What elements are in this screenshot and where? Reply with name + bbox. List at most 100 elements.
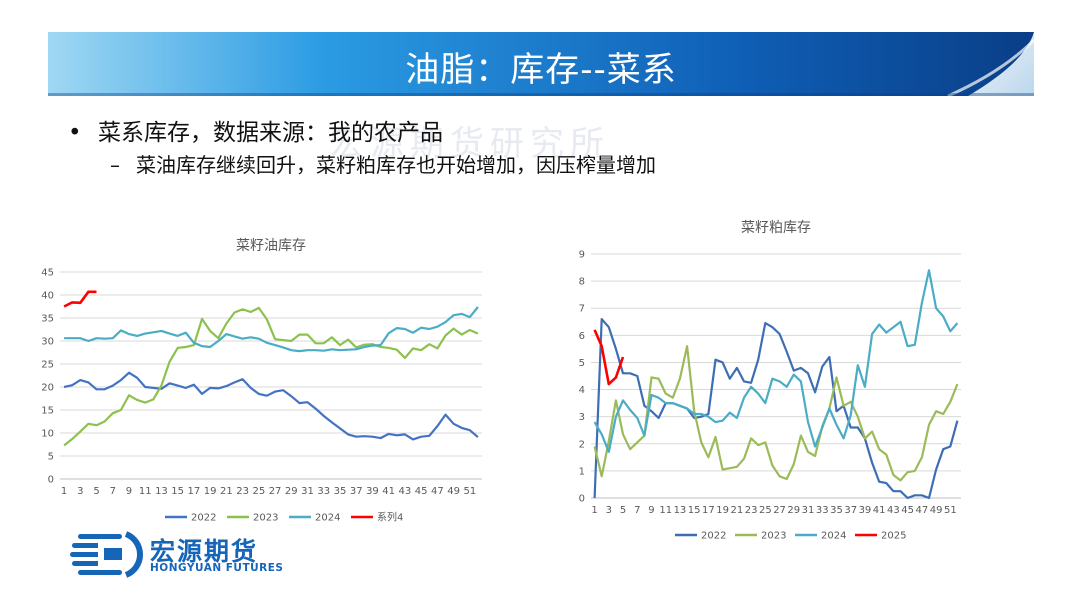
legend-label: 2024 [821, 531, 846, 542]
banner-background [48, 32, 1034, 96]
x-tick-label: 37 [844, 505, 857, 516]
legend-label: 2023 [761, 531, 786, 542]
y-tick-label: 9 [579, 250, 585, 261]
series-line-2023 [63, 306, 479, 447]
series-line-2024 [593, 269, 959, 453]
x-tick-label: 29 [285, 486, 298, 497]
x-tick-label: 17 [702, 505, 715, 516]
y-tick-label: 4 [579, 385, 585, 396]
legend-label: 2025 [881, 531, 906, 542]
y-tick-label: 1 [579, 466, 585, 477]
x-tick-label: 7 [110, 486, 116, 497]
bullet-level2: – 菜油库存继续回升，菜籽粕库存也开始增加，因压榨量增加 [110, 149, 656, 178]
x-tick-label: 35 [334, 486, 347, 497]
title-banner: 油脂：库存--菜系 [48, 32, 1034, 96]
legend-label: 2023 [253, 513, 278, 524]
x-tick-label: 51 [944, 505, 957, 516]
legend-label: 2022 [191, 513, 216, 524]
x-tick-label: 47 [915, 505, 928, 516]
x-tick-label: 51 [463, 486, 476, 497]
y-tick-label: 0 [579, 494, 585, 505]
y-tick-label: 35 [41, 314, 54, 325]
bullet-text: 菜系库存，数据来源：我的农产品 [98, 120, 443, 146]
y-tick-label: 25 [41, 360, 54, 371]
x-tick-label: 37 [350, 486, 363, 497]
y-tick-label: 5 [579, 358, 585, 369]
y-tick-label: 10 [41, 429, 54, 440]
x-tick-label: 3 [77, 486, 83, 497]
company-logo: 宏源期货 HONGYUAN FUTURES [68, 530, 328, 578]
x-tick-label: 27 [269, 486, 282, 497]
x-tick-label: 11 [139, 486, 152, 497]
x-tick-label: 15 [688, 505, 701, 516]
legend-label: 2024 [315, 513, 340, 524]
x-tick-label: 17 [188, 486, 201, 497]
chart-title: 菜籽油库存 [236, 238, 306, 254]
y-tick-label: 15 [41, 406, 54, 417]
x-tick-label: 29 [787, 505, 800, 516]
series-line-2022 [593, 317, 959, 500]
logo-english-name: HONGYUAN FUTURES [150, 562, 284, 574]
y-tick-label: 20 [41, 383, 54, 394]
page-title: 油脂：库存--菜系 [405, 50, 677, 90]
y-tick-label: 7 [579, 304, 585, 315]
series-line-2023 [593, 345, 959, 482]
x-tick-label: 19 [716, 505, 729, 516]
series-line-系列4 [63, 290, 97, 308]
x-tick-label: 49 [447, 486, 460, 497]
watermark: 宏源期货研究所 [330, 124, 610, 164]
sub-bullet-text: 菜油库存继续回升，菜籽粕库存也开始增加，因压榨量增加 [136, 153, 656, 177]
x-tick-label: 39 [366, 486, 379, 497]
x-tick-label: 19 [204, 486, 217, 497]
x-tick-label: 13 [155, 486, 168, 497]
x-tick-label: 45 [415, 486, 428, 497]
x-tick-label: 23 [745, 505, 758, 516]
y-tick-label: 0 [48, 475, 54, 486]
x-tick-label: 13 [674, 505, 687, 516]
bullet-level1: • 菜系库存，数据来源：我的农产品 [68, 113, 443, 147]
logo-chinese-name: 宏源期货 [150, 537, 259, 566]
x-tick-label: 1 [61, 486, 67, 497]
x-tick-label: 5 [620, 505, 626, 516]
legend-label: 2022 [701, 531, 726, 542]
sub-bullet-marker: – [110, 153, 120, 177]
x-tick-label: 47 [431, 486, 444, 497]
x-tick-label: 5 [93, 486, 99, 497]
x-tick-label: 25 [252, 486, 265, 497]
x-tick-label: 27 [773, 505, 786, 516]
x-tick-label: 41 [382, 486, 395, 497]
x-tick-label: 21 [220, 486, 233, 497]
y-tick-label: 3 [579, 412, 585, 423]
x-tick-label: 43 [399, 486, 412, 497]
x-tick-label: 21 [730, 505, 743, 516]
x-tick-label: 35 [830, 505, 843, 516]
series-line-2025 [593, 329, 625, 386]
x-tick-label: 49 [930, 505, 943, 516]
legend-label: 系列4 [377, 511, 403, 524]
series-line-2024 [64, 306, 479, 353]
y-tick-label: 5 [48, 452, 54, 463]
x-tick-label: 33 [317, 486, 330, 497]
x-tick-label: 7 [634, 505, 640, 516]
chart-title: 菜籽粕库存 [741, 220, 811, 236]
x-tick-label: 15 [171, 486, 184, 497]
x-tick-label: 3 [606, 505, 612, 516]
x-tick-label: 45 [901, 505, 914, 516]
x-tick-label: 41 [873, 505, 886, 516]
y-tick-label: 45 [41, 268, 54, 279]
x-tick-label: 31 [802, 505, 815, 516]
x-tick-label: 31 [301, 486, 314, 497]
bullet-marker: • [68, 120, 82, 146]
x-tick-label: 25 [759, 505, 772, 516]
x-tick-label: 9 [648, 505, 654, 516]
logo-mark-icon [70, 531, 144, 578]
y-tick-label: 8 [579, 277, 585, 288]
x-tick-label: 1 [591, 505, 597, 516]
y-tick-label: 6 [579, 331, 585, 342]
x-tick-label: 33 [816, 505, 829, 516]
x-tick-label: 9 [126, 486, 132, 497]
rapeseed-meal-inventory-chart: 菜籽粕库存 0 1 2 3 4 5 6 7 8 9 1 3 5 7 9 11 13 15 17 19 21 23 25 27 29… [565, 212, 965, 547]
x-tick-label: 43 [887, 505, 900, 516]
